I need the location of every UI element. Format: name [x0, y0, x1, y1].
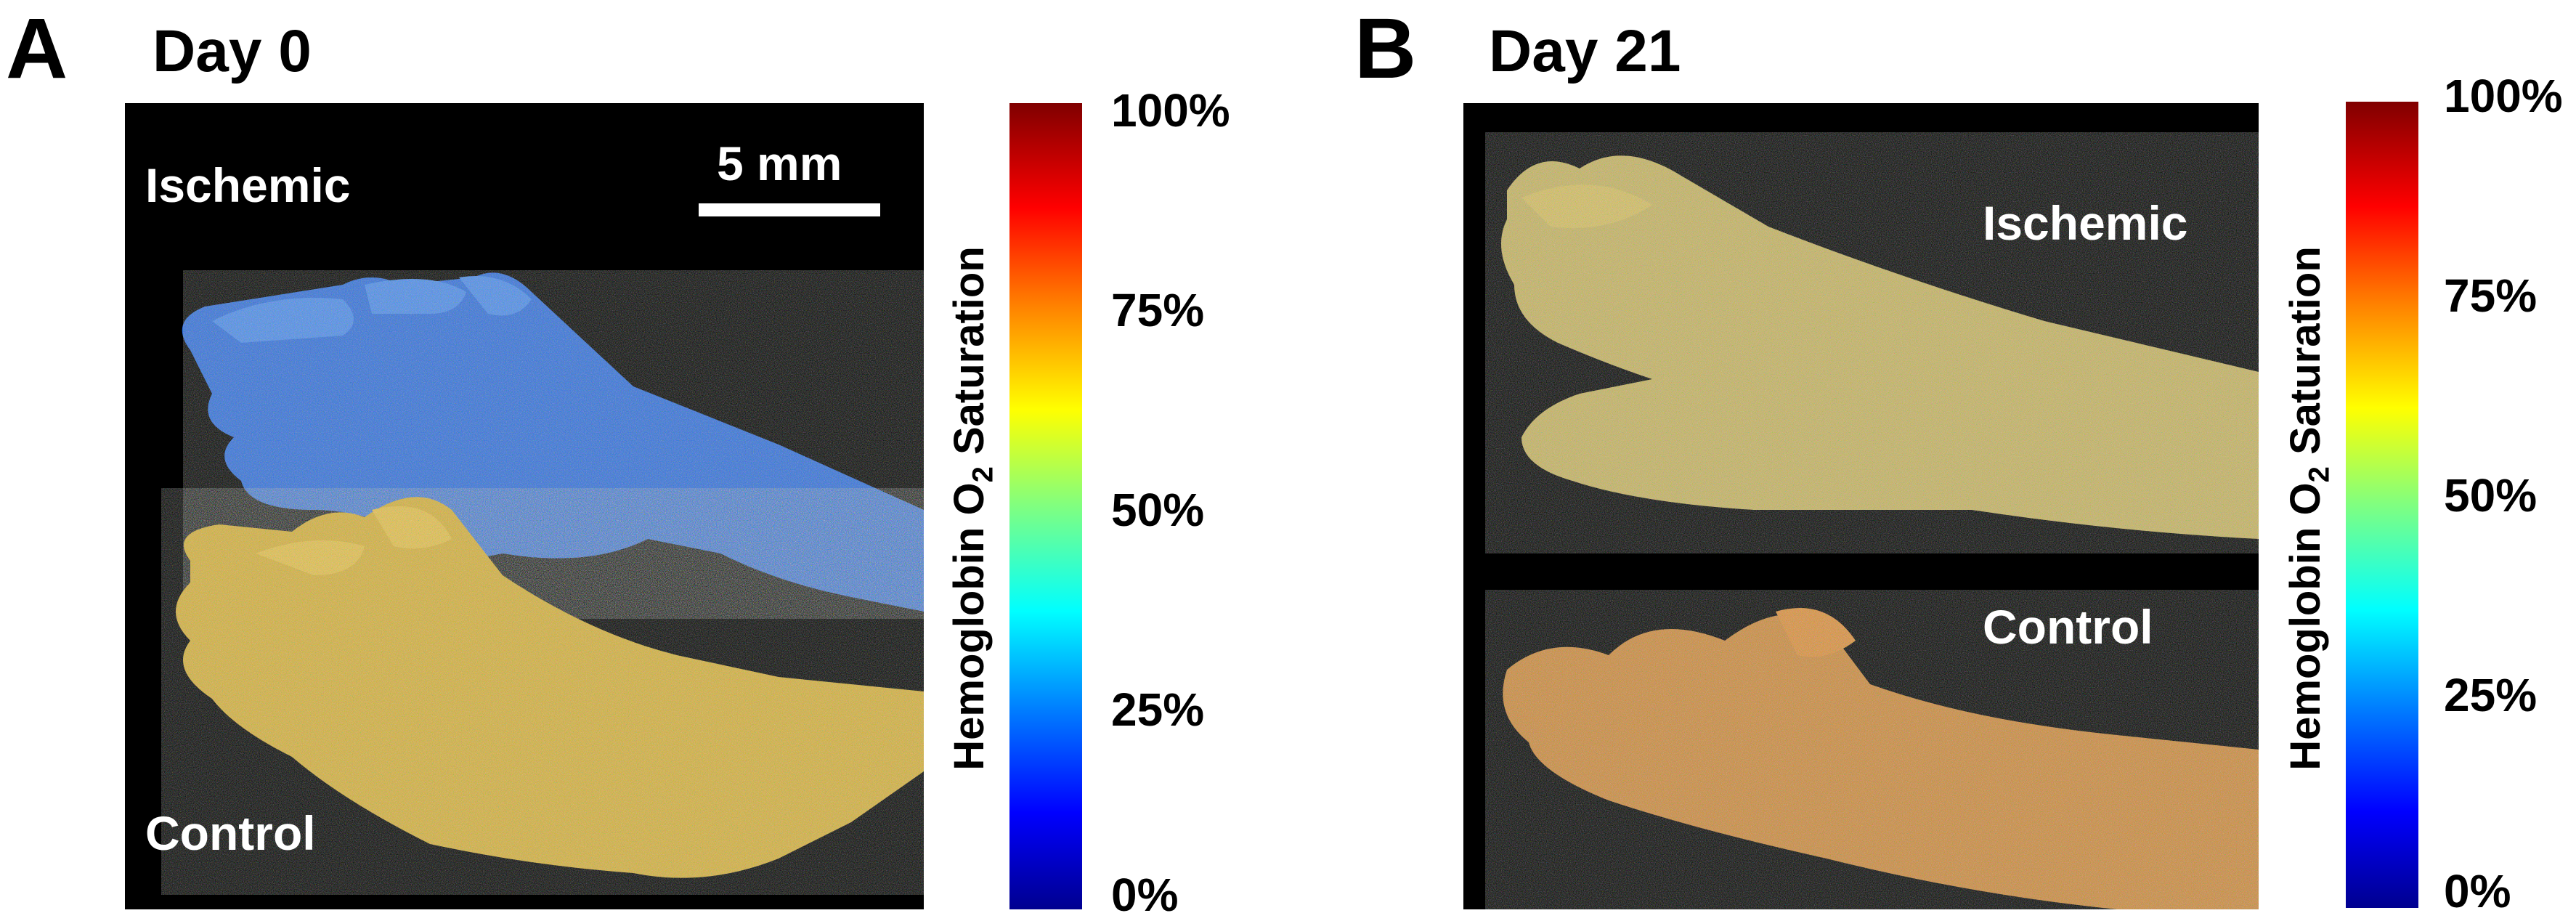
colorbar-day0 [1009, 103, 1082, 909]
paw-illustration-day0 [161, 270, 924, 895]
colorbar-tick-75-day21: 75% [2444, 269, 2538, 322]
panel-letter-a: A [6, 1, 68, 97]
control-paw-day0 [161, 488, 924, 895]
colorbar-axis-label-tail: Saturation [946, 246, 993, 467]
scale-bar [699, 203, 880, 216]
colorbar-tick-0-day0: 0% [1111, 869, 1179, 921]
label-ischemic-day21: Ischemic [1983, 196, 2188, 250]
panel-letter-b: B [1354, 1, 1417, 97]
control-paw-day21 [1485, 590, 2259, 909]
panel-title-day21: Day 21 [1489, 18, 1681, 84]
colorbar-day21 [2346, 102, 2418, 908]
colorbar-tick-100-day21: 100% [2444, 70, 2563, 122]
colorbar-tick-50-day0: 50% [1111, 484, 1205, 536]
paw-image-day21: Ischemic Control [1463, 103, 2259, 909]
panel-title-day0: Day 0 [153, 18, 312, 84]
colorbar-tick-100-day0: 100% [1111, 84, 1230, 137]
colorbar-axis-label-text: Hemoglobin O [946, 482, 993, 771]
colorbar-tick-0-day21: 0% [2444, 865, 2511, 917]
colorbar-tick-25-day0: 25% [1111, 683, 1205, 736]
label-control-day0: Control [145, 806, 316, 860]
ischemic-paw-day21 [1485, 132, 2259, 553]
colorbar-axis-label-subscript: 2 [2303, 466, 2336, 483]
colorbar-axis-label-tail: Saturation [2282, 246, 2329, 467]
colorbar-tick-75-day0: 75% [1111, 284, 1205, 336]
paw-image-day0: Ischemic Control 5 mm [125, 103, 924, 909]
paw-illustration-day21 [1485, 132, 2259, 909]
label-control-day21: Control [1983, 600, 2153, 654]
label-ischemic-day0: Ischemic [145, 158, 351, 212]
colorbar-tick-25-day21: 25% [2444, 669, 2538, 721]
colorbar-axis-label-subscript: 2 [967, 466, 999, 483]
colorbar-axis-label-text: Hemoglobin O [2282, 482, 2329, 771]
colorbar-axis-label-day21: Hemoglobin O2 Saturation [2280, 160, 2336, 857]
colorbar-axis-label-day0: Hemoglobin O2 Saturation [944, 160, 999, 857]
scale-bar-label: 5 mm [717, 137, 842, 190]
colorbar-tick-50-day21: 50% [2444, 469, 2538, 522]
